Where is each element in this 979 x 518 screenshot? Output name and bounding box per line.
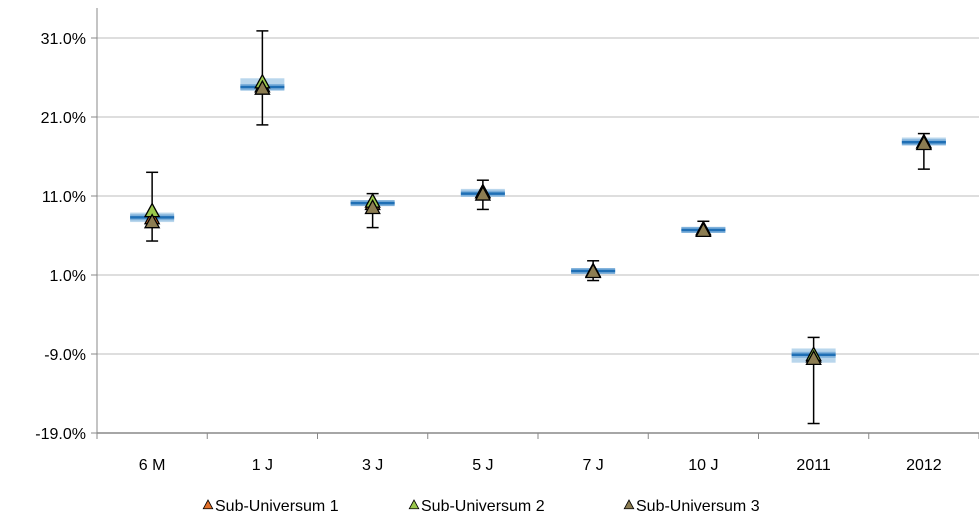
marker-series-3 (143, 213, 161, 229)
legend-entry: Sub-Universum 3 (623, 498, 760, 515)
y-tick-label: 11.0% (42, 189, 86, 206)
marker-series-3 (474, 185, 492, 201)
x-tick-label: 3 J (362, 457, 383, 474)
axes (91, 8, 979, 439)
y-tick-label: 31.0% (41, 31, 86, 48)
legend-label: Sub-Universum 3 (636, 498, 760, 515)
legend: Sub-Universum 1 Sub-Universum 2 Sub-Univer… (202, 498, 760, 515)
marker-series-3 (254, 79, 271, 95)
x-tick-label: 5 J (472, 457, 493, 474)
marker-series-3 (584, 262, 602, 279)
x-tick-label: 6 M (139, 457, 166, 474)
y-tick-label: -19.0% (35, 426, 86, 443)
range-boxes (130, 30, 946, 425)
legend-entry: Sub-Universum 2 (408, 498, 545, 515)
legend-marker (408, 499, 420, 510)
x-tick-label: 10 J (688, 457, 718, 474)
series-markers (143, 73, 933, 366)
marker-series-3 (805, 349, 822, 366)
gridlines (97, 37, 979, 355)
legend-marker (202, 499, 214, 510)
marker-series-3 (364, 198, 381, 215)
legend-entry: Sub-Universum 1 (202, 498, 339, 515)
x-axis-tick-labels: 6 M 1 J 3 J 5 J 7 J 10 J 2011 2012 (139, 457, 942, 474)
y-tick-label: 21.0% (41, 110, 86, 127)
x-tick-label: 1 J (252, 457, 273, 474)
legend-marker (623, 499, 635, 510)
x-tick-label: 2011 (796, 457, 831, 474)
x-tick-label: 7 J (582, 457, 603, 474)
y-tick-label: 1.0% (50, 268, 86, 285)
legend-label: Sub-Universum 2 (421, 498, 545, 515)
y-axis-tick-labels: -19.0% -9.0% 1.0% 11.0% 21.0% 31.0% (35, 31, 86, 443)
legend-label: Sub-Universum 1 (215, 498, 339, 515)
y-tick-label: -9.0% (44, 347, 86, 364)
marker-series-3 (695, 221, 712, 238)
marker-series-3 (915, 134, 933, 151)
x-tick-label: 2012 (906, 457, 942, 474)
